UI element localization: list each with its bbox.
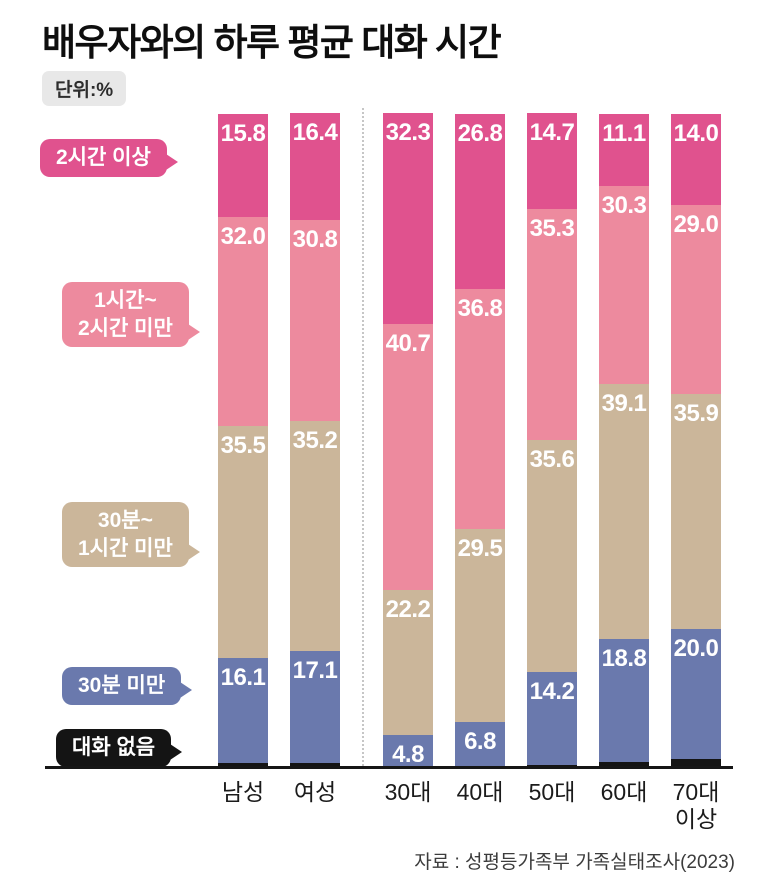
value-label-1h-to-2h: 35.3 <box>529 215 575 242</box>
segment-over-2h: 14.7 <box>527 113 577 209</box>
segment-over-2h: 26.8 <box>455 113 505 289</box>
value-label-30m-to-1h: 39.1 <box>601 390 647 418</box>
value-label-30m-to-1h: 35.2 <box>292 427 338 455</box>
legend-no-talk: 대화 없음 <box>56 729 183 767</box>
value-label-30m-to-1h: 35.6 <box>529 445 575 473</box>
segment-under-30m: 17.1 <box>290 651 340 763</box>
segment-over-2h: 32.3 <box>383 113 433 324</box>
segment-under-30m: 16.1 <box>218 657 268 763</box>
segment-no-talk <box>290 762 340 766</box>
bar-category-3: 6.8 29.5 36.8 26.8 <box>455 113 505 766</box>
value-label-under-30m: 17.1 <box>292 657 338 685</box>
value-label-under-30m: 20.0 <box>673 634 719 662</box>
segment-under-30m: 20.0 <box>671 628 721 760</box>
segment-no-talk <box>599 762 649 766</box>
value-label-under-30m: 4.8 <box>392 740 424 768</box>
x-axis-label-3: 40대 <box>456 779 504 805</box>
segment-no-talk <box>527 764 577 766</box>
value-label-30m-to-1h: 35.5 <box>220 431 266 459</box>
value-label-1h-to-2h: 32.0 <box>220 222 266 250</box>
segment-no-talk <box>218 762 268 766</box>
x-axis-label-4: 50대 <box>528 779 576 805</box>
x-axis-label-1: 여성 <box>293 779 337 805</box>
segment-1h-to-2h: 29.0 <box>671 205 721 395</box>
segment-1h-to-2h: 32.0 <box>218 216 268 426</box>
value-label-1h-to-2h: 29.0 <box>673 211 719 239</box>
segment-30m-to-1h: 35.5 <box>218 425 268 658</box>
value-label-30m-to-1h: 35.9 <box>673 400 719 428</box>
value-label-under-30m: 16.1 <box>220 663 266 691</box>
segment-1h-to-2h: 36.8 <box>455 288 505 529</box>
gender-age-divider-line <box>362 108 364 766</box>
bar-category-4: 0.214.235.635.314.7 <box>527 113 577 766</box>
segment-30m-to-1h: 29.5 <box>455 528 505 722</box>
segment-30m-to-1h: 22.2 <box>383 589 433 735</box>
value-label-over-2h: 14.7 <box>529 119 575 147</box>
segment-under-30m: 6.8 <box>455 721 505 766</box>
bar-category-6: 1.020.035.929.014.0 <box>671 113 721 766</box>
value-label-under-30m: 18.8 <box>601 645 647 673</box>
segment-over-2h: 11.1 <box>599 113 649 187</box>
value-label-over-2h: 11.1 <box>602 119 646 147</box>
value-label-over-2h: 14.0 <box>673 119 719 147</box>
segment-under-30m: 4.8 <box>383 734 433 768</box>
legend-under-30m: 30분 미만 <box>62 667 193 705</box>
bar-category-1: 0.517.135.230.816.4 <box>290 113 340 766</box>
value-label-1h-to-2h: 36.8 <box>457 294 503 322</box>
segment-30m-to-1h: 35.9 <box>671 394 721 629</box>
unit-label: 단위:% <box>42 71 127 106</box>
segment-1h-to-2h: 40.7 <box>383 323 433 590</box>
legend-1h-to-2h: 1시간~ 2시간 미만 <box>62 282 200 348</box>
segment-30m-to-1h: 39.1 <box>599 384 649 640</box>
value-label-under-30m: 6.8 <box>464 727 496 755</box>
value-label-30m-to-1h: 29.5 <box>457 534 503 562</box>
source-note: 자료 : 성평등가족부 가족실태조사(2023) <box>414 852 735 873</box>
bar-category-0: 0.516.135.532.015.8 <box>218 113 268 766</box>
bar-category-2: 4.8 22.2 40.7 32.3 <box>383 113 433 768</box>
segment-over-2h: 14.0 <box>671 113 721 206</box>
value-label-over-2h: 16.4 <box>292 119 338 147</box>
segment-30m-to-1h: 35.2 <box>290 421 340 652</box>
chart-title: 배우자와의 하루 평균 대화 시간 <box>42 22 502 63</box>
x-axis-label-5: 60대 <box>600 779 648 805</box>
segment-over-2h: 15.8 <box>218 113 268 217</box>
legend-30m-to-1h: 30분~ 1시간 미만 <box>62 502 200 568</box>
x-axis-label-2: 30대 <box>384 779 432 805</box>
value-label-1h-to-2h: 30.3 <box>601 192 647 220</box>
x-axis-label-6: 70대 이상 <box>672 779 720 833</box>
segment-1h-to-2h: 35.3 <box>527 209 577 440</box>
segment-no-talk <box>671 759 721 766</box>
segment-1h-to-2h: 30.8 <box>290 220 340 422</box>
value-label-30m-to-1h: 22.2 <box>385 595 431 623</box>
segment-1h-to-2h: 30.3 <box>599 186 649 384</box>
value-label-over-2h: 32.3 <box>385 119 431 147</box>
value-label-over-2h: 15.8 <box>220 119 266 147</box>
x-axis-line <box>45 766 733 769</box>
segment-under-30m: 14.2 <box>527 671 577 765</box>
x-axis-label-0: 남성 <box>221 779 265 805</box>
value-label-1h-to-2h: 40.7 <box>385 329 431 357</box>
segment-over-2h: 16.4 <box>290 113 340 221</box>
bar-category-5: 0.618.839.130.311.1 <box>599 113 649 766</box>
value-label-over-2h: 26.8 <box>457 119 503 147</box>
value-label-1h-to-2h: 30.8 <box>292 226 338 254</box>
value-label-under-30m: 14.2 <box>529 677 575 705</box>
segment-under-30m: 18.8 <box>599 639 649 763</box>
segment-30m-to-1h: 35.6 <box>527 439 577 672</box>
legend-over-2h: 2시간 이상 <box>40 139 178 177</box>
